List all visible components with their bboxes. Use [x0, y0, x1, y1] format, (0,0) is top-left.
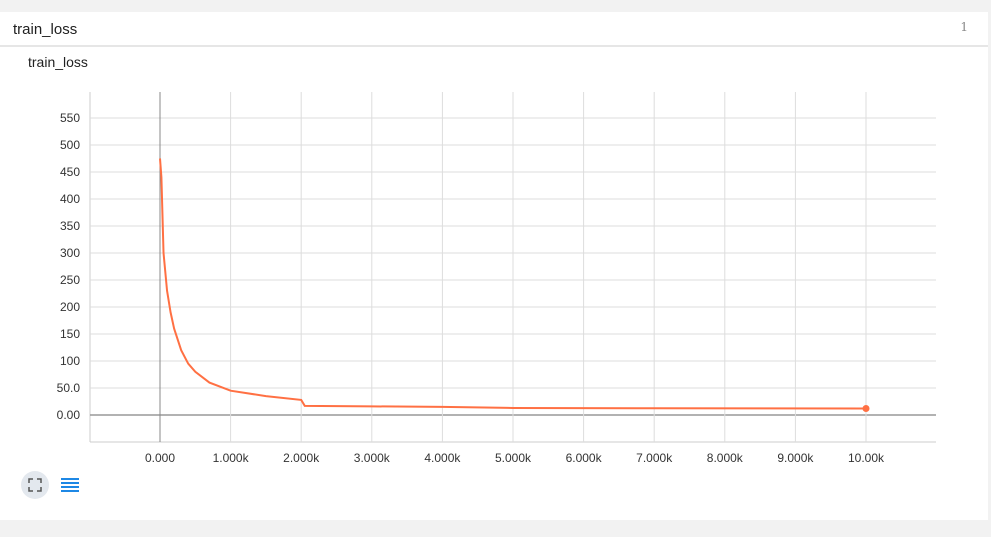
- card-header[interactable]: train_loss 1: [0, 12, 988, 47]
- y-tick-label: 200: [60, 300, 80, 314]
- toggle-log-button[interactable]: [56, 471, 84, 499]
- y-tick-label: 550: [60, 111, 80, 125]
- y-tick-label: 500: [60, 138, 80, 152]
- x-tick-label: 2.000k: [283, 451, 320, 465]
- x-tick-label: 1.000k: [213, 451, 250, 465]
- x-tick-label: 0.000: [145, 451, 175, 465]
- x-tick-label: 4.000k: [424, 451, 461, 465]
- y-tick-label: 0.00: [57, 408, 81, 422]
- x-tick-label: 6.000k: [566, 451, 603, 465]
- y-tick-label: 250: [60, 273, 80, 287]
- x-tick-label: 10.00k: [848, 451, 885, 465]
- fit-domain-icon: [28, 478, 42, 492]
- y-tick-label: 400: [60, 192, 80, 206]
- y-tick-label: 450: [60, 165, 80, 179]
- x-tick-label: 5.000k: [495, 451, 532, 465]
- y-tick-label: 350: [60, 219, 80, 233]
- y-tick-label: 100: [60, 354, 80, 368]
- y-tick-label: 300: [60, 246, 80, 260]
- y-tick-label: 50.0: [57, 381, 81, 395]
- last-point-marker: [862, 405, 870, 413]
- list-icon: [61, 478, 79, 492]
- card-title: train_loss: [13, 21, 78, 38]
- card-count: 1: [960, 20, 968, 34]
- x-tick-label: 7.000k: [636, 451, 673, 465]
- chart-title: train_loss: [28, 54, 88, 70]
- series-line: [159, 158, 867, 410]
- x-tick-label: 8.000k: [707, 451, 744, 465]
- x-tick-label: 9.000k: [777, 451, 814, 465]
- y-tick-label: 150: [60, 327, 80, 341]
- x-tick-label: 3.000k: [354, 451, 391, 465]
- fit-domain-button[interactable]: [21, 471, 49, 499]
